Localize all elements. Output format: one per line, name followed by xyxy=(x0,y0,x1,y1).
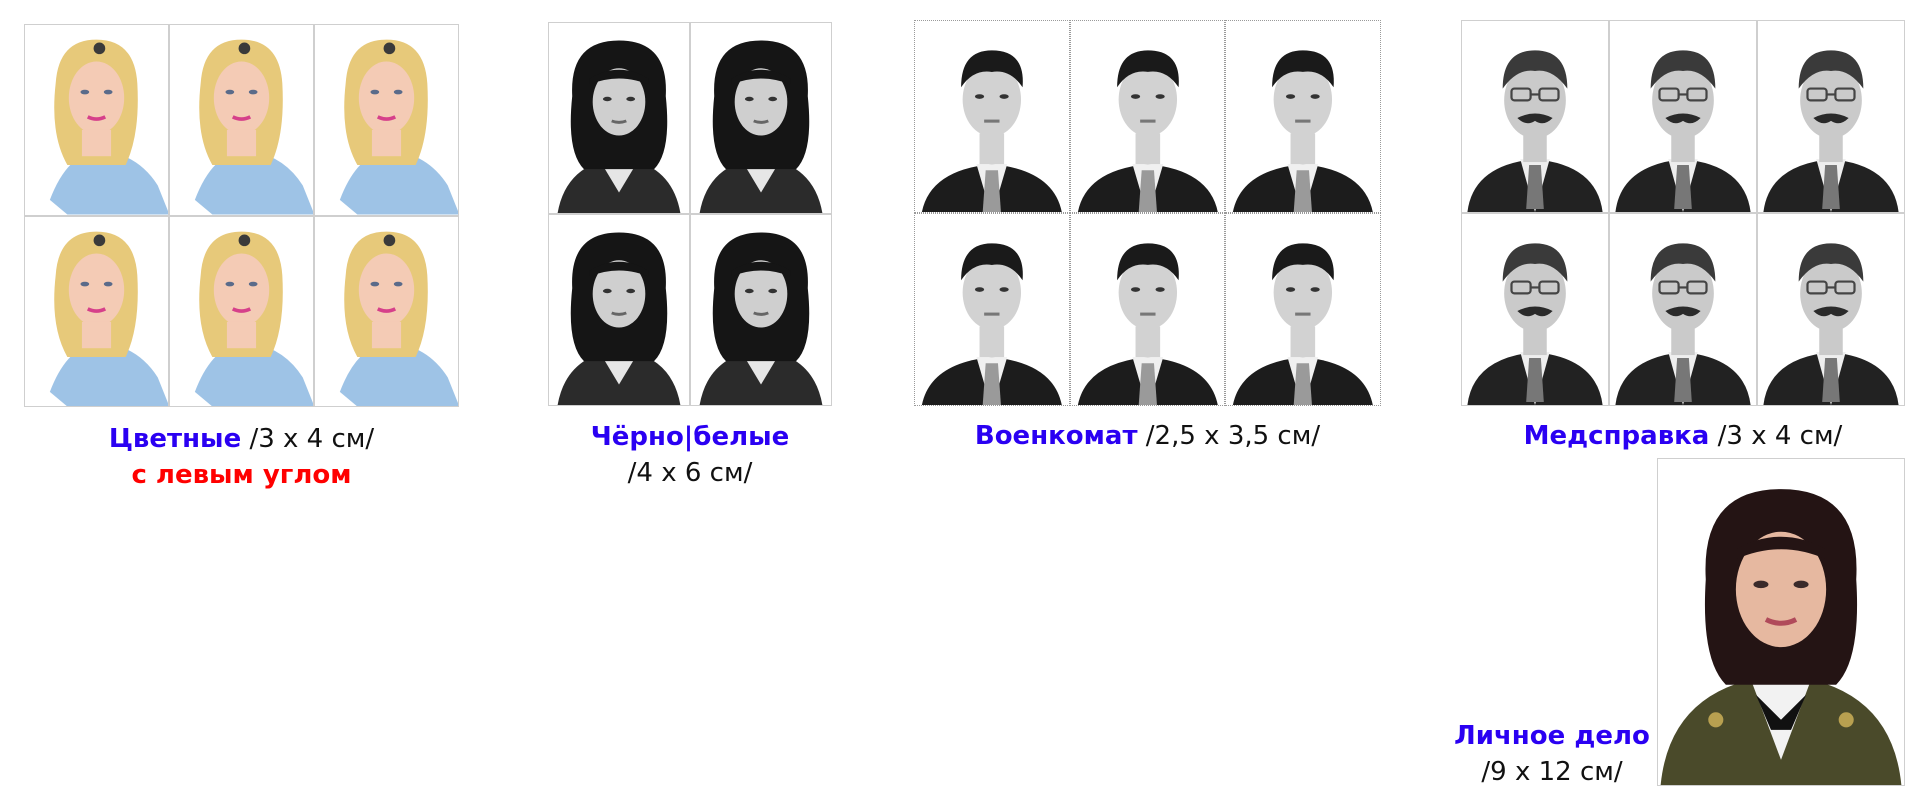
portrait-photo xyxy=(1225,20,1381,213)
portrait-photo xyxy=(690,214,832,406)
portrait-photo xyxy=(1069,20,1226,213)
set-size: /3 х 4 см/ xyxy=(1717,421,1843,451)
portrait-photo xyxy=(1461,213,1609,406)
set-title: Военкомат xyxy=(974,421,1138,451)
portrait-photo xyxy=(548,214,690,406)
portrait-photo xyxy=(314,215,459,407)
set-size: /3 х 4 см/ xyxy=(249,424,375,454)
portrait-photo xyxy=(1069,213,1226,406)
portrait-photo xyxy=(1657,458,1905,786)
set-title: Чёрно|белые xyxy=(590,422,790,452)
caption-military: Военкомат /2,5 х 3,5 см/ xyxy=(914,418,1381,454)
portrait-photo xyxy=(1757,213,1905,406)
caption-bw: Чёрно|белые /4 х 6 см/ xyxy=(548,419,832,491)
set-note: с левым углом xyxy=(131,460,352,490)
portrait-photo xyxy=(1757,20,1905,213)
portrait-photo xyxy=(1461,20,1609,213)
set-size: /9 х 12 см/ xyxy=(1481,757,1623,787)
portrait-photo xyxy=(914,20,1070,213)
portrait-photo xyxy=(24,24,169,216)
caption-medical: Медсправка /3 х 4 см/ xyxy=(1461,418,1905,454)
set-size: /2,5 х 3,5 см/ xyxy=(1145,421,1321,451)
set-title: Медсправка xyxy=(1523,421,1710,451)
set-title: Цветные xyxy=(108,424,242,454)
photo-grid-personal xyxy=(1657,458,1905,786)
set-title: Личное дело xyxy=(1454,721,1650,751)
portrait-photo xyxy=(1609,213,1757,406)
portrait-photo xyxy=(914,213,1070,406)
caption-color: Цветные /3 х 4 см/ с левым углом xyxy=(24,421,459,493)
photo-grid-bw xyxy=(548,22,832,406)
portrait-photo xyxy=(1225,213,1381,406)
set-size: /4 х 6 см/ xyxy=(627,458,753,488)
portrait-photo xyxy=(314,24,459,216)
portrait-photo xyxy=(548,22,690,214)
portrait-photo xyxy=(169,24,314,216)
photo-grid-medical xyxy=(1461,20,1905,406)
portrait-photo xyxy=(24,215,169,407)
photo-grid-military xyxy=(914,20,1381,406)
photo-grid-color xyxy=(24,24,459,407)
portrait-photo xyxy=(1609,20,1757,213)
portrait-photo xyxy=(169,215,314,407)
portrait-photo xyxy=(690,22,832,214)
caption-personal: Личное дело /9 х 12 см/ xyxy=(1446,718,1658,790)
